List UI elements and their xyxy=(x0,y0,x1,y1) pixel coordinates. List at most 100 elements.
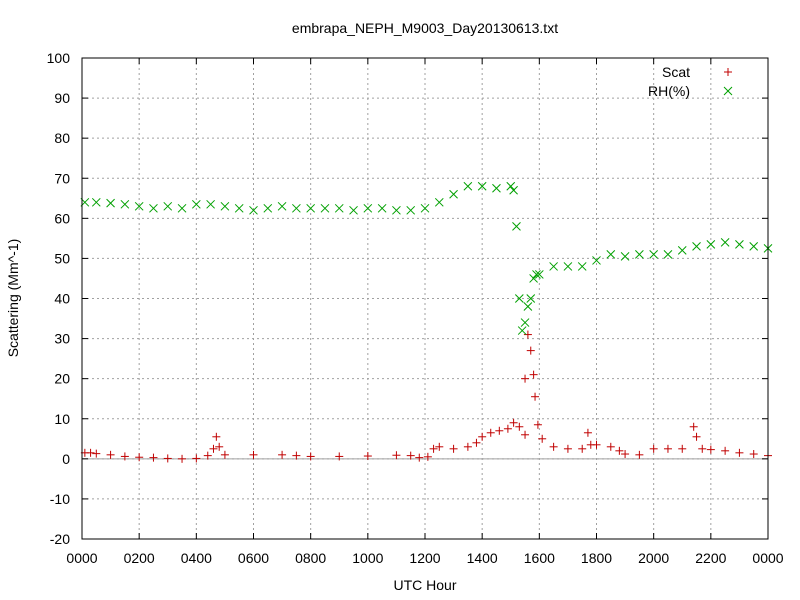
rh-point xyxy=(263,203,273,213)
rh-point xyxy=(677,246,687,255)
scat-point xyxy=(692,432,701,441)
scat-point xyxy=(578,444,587,453)
rh-point xyxy=(577,262,587,271)
y-tick-label: 10 xyxy=(54,411,70,427)
x-tick-label: 0200 xyxy=(124,550,155,566)
scat-point xyxy=(706,445,715,454)
rh-point xyxy=(292,203,301,213)
scat-point xyxy=(415,453,424,462)
scat-point xyxy=(615,446,624,455)
scat-point xyxy=(533,420,542,429)
scat-point xyxy=(523,330,532,339)
scat-point xyxy=(663,444,672,453)
rh-point xyxy=(420,203,430,213)
scat-point xyxy=(563,444,572,453)
scat-point xyxy=(521,374,530,383)
rh-point xyxy=(532,270,541,279)
scat-point xyxy=(495,426,504,435)
rh-point xyxy=(506,181,516,191)
rh-point xyxy=(463,181,473,191)
scat-point xyxy=(215,442,224,451)
scat-point xyxy=(435,442,444,451)
scat-point xyxy=(209,444,218,453)
scat-point xyxy=(592,440,601,449)
series-rh xyxy=(80,181,773,335)
scat-point xyxy=(538,434,547,443)
scat-point xyxy=(106,450,115,459)
rh-point xyxy=(392,205,401,215)
scat-point xyxy=(521,430,530,439)
scat-point xyxy=(220,450,229,459)
rh-point xyxy=(406,205,416,215)
scat-point xyxy=(92,449,101,458)
x-axis-label: UTC Hour xyxy=(393,577,456,593)
rh-point xyxy=(635,250,644,259)
y-tick-label: 70 xyxy=(54,170,70,186)
x-tick-label: 1800 xyxy=(581,550,612,566)
x-tick-label: 1000 xyxy=(352,550,383,566)
scat-point xyxy=(363,452,372,461)
x-tick-label: 0600 xyxy=(238,550,269,566)
series-scat xyxy=(80,330,772,463)
rh-point xyxy=(735,240,744,249)
rh-point xyxy=(512,221,521,231)
rh-point xyxy=(363,203,373,213)
rh-point xyxy=(606,250,616,259)
rh-point xyxy=(334,203,344,213)
rh-point xyxy=(706,240,716,249)
rh-point xyxy=(449,189,458,199)
y-tick-label: 80 xyxy=(54,130,70,146)
legend-marker xyxy=(724,68,732,76)
rh-point xyxy=(749,242,759,251)
scat-point xyxy=(678,444,687,453)
rh-point xyxy=(620,252,630,261)
scat-point xyxy=(515,422,524,431)
rh-point xyxy=(120,199,130,209)
x-tick-label: 0400 xyxy=(181,550,212,566)
scat-point xyxy=(249,450,258,459)
scat-point xyxy=(649,444,658,453)
rh-point xyxy=(517,326,527,335)
chart-title: embrapa_NEPH_M9003_Day20130613.txt xyxy=(292,20,558,36)
y-tick-label: 100 xyxy=(47,50,71,66)
x-tick-label: 0000 xyxy=(752,550,783,566)
scat-point xyxy=(621,450,630,459)
rh-point xyxy=(649,250,659,259)
x-tick-label: 1200 xyxy=(409,550,440,566)
scat-point xyxy=(635,450,644,459)
scat-point xyxy=(583,428,592,437)
scat-point xyxy=(86,448,95,457)
scat-point xyxy=(689,422,698,431)
rh-point xyxy=(206,199,215,209)
rh-point xyxy=(514,294,524,303)
scat-point xyxy=(335,452,344,461)
x-tick-label: 1600 xyxy=(524,550,555,566)
y-tick-label: 90 xyxy=(54,90,70,106)
rh-point xyxy=(177,203,187,213)
rh-point xyxy=(692,242,701,251)
rh-point xyxy=(526,294,536,303)
plot-frame xyxy=(81,57,769,540)
data-points xyxy=(80,181,773,463)
rh-point xyxy=(434,197,444,207)
rh-point xyxy=(163,201,173,211)
scat-point xyxy=(292,451,301,460)
scat-point xyxy=(606,442,615,451)
rh-point xyxy=(549,262,558,271)
scat-point xyxy=(509,418,518,427)
rh-point xyxy=(191,199,201,209)
scat-point xyxy=(406,451,415,460)
rh-point xyxy=(563,262,573,271)
scat-point xyxy=(503,424,512,433)
rh-point xyxy=(220,201,230,211)
y-tick-label: 20 xyxy=(54,371,70,387)
x-tick-label: 1400 xyxy=(467,550,498,566)
scat-point xyxy=(135,453,144,462)
legend-marker-rh xyxy=(723,86,733,96)
y-tick-label: 40 xyxy=(54,291,70,307)
rh-point xyxy=(349,205,358,215)
legend-marker-scat xyxy=(724,68,732,76)
rh-point xyxy=(277,201,287,211)
x-tick-label: 0000 xyxy=(66,550,97,566)
